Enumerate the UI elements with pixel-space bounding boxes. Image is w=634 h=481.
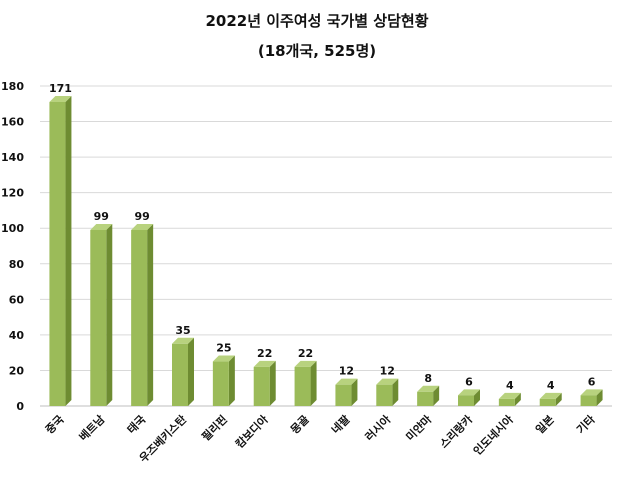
data-label: 4 (506, 379, 514, 392)
bar (580, 395, 597, 406)
y-tick-label: 60 (9, 293, 25, 306)
bar-side (514, 392, 521, 406)
y-tick-label: 120 (1, 187, 24, 200)
data-label: 35 (175, 324, 190, 337)
y-tick-label: 100 (1, 222, 24, 235)
bar-side (269, 360, 276, 406)
bar-top (539, 392, 562, 399)
bar-side (106, 224, 113, 406)
bar-top (335, 378, 358, 385)
bar (49, 102, 66, 406)
bar (498, 398, 515, 406)
bar (212, 361, 229, 406)
bar-top (376, 378, 399, 385)
bar (294, 366, 311, 406)
bar (335, 384, 352, 406)
bar-side (228, 355, 235, 406)
data-label: 99 (94, 210, 109, 223)
x-tick-label: 러시아 (362, 412, 394, 444)
data-label: 4 (547, 379, 555, 392)
data-label: 6 (465, 375, 473, 388)
x-tick-label: 스리랑카 (437, 412, 476, 451)
x-tick-label: 인도네시아 (470, 412, 516, 458)
bar-top (131, 224, 154, 230)
data-label: 171 (49, 82, 72, 95)
x-tick-label: 필리핀 (199, 412, 230, 443)
bar-top (172, 337, 194, 344)
y-tick-label: 40 (9, 329, 25, 342)
bar-side (596, 389, 603, 406)
bar-top (458, 389, 480, 396)
y-tick-label: 140 (1, 151, 24, 164)
bar-side (392, 378, 399, 406)
y-tick-label: 160 (1, 116, 24, 129)
y-tick-label: 80 (9, 258, 25, 271)
x-tick-label: 일본 (533, 412, 557, 436)
bar-side (147, 224, 154, 406)
x-tick-label: 캄보디아 (232, 412, 271, 451)
bar (90, 230, 107, 406)
y-tick-label: 0 (16, 400, 24, 413)
bar-side (555, 392, 562, 406)
bar (539, 398, 556, 406)
bar-top (498, 392, 521, 399)
chart-subtitle: (18개국, 525명) (257, 42, 377, 60)
y-tick-label: 180 (1, 80, 24, 93)
bar (172, 343, 188, 406)
bar-side (310, 360, 317, 406)
bar-side (433, 385, 440, 406)
x-tick-label: 태국 (124, 412, 148, 436)
x-tick-label: 베트남 (76, 412, 107, 443)
x-tick-label: 중국 (43, 413, 67, 437)
data-label: 99 (134, 210, 149, 223)
bar-top (294, 360, 317, 367)
bar-side (65, 96, 72, 406)
bar-side (351, 378, 358, 406)
data-label: 22 (298, 347, 313, 360)
data-label: 12 (380, 365, 395, 378)
chart-title: 2022년 이주여성 국가별 상담현황 (205, 12, 429, 30)
data-label: 22 (257, 347, 272, 360)
x-tick-label: 미얀마 (403, 412, 435, 444)
bar (253, 366, 270, 406)
bar-top (580, 389, 603, 396)
x-tick-label: 몽골 (288, 413, 312, 437)
x-tick-label: 기타 (573, 412, 598, 437)
data-label: 25 (216, 342, 231, 355)
bar-top (90, 224, 113, 230)
x-tick-label: 네팔 (328, 412, 352, 436)
bar-top (253, 360, 276, 367)
bar (458, 395, 474, 406)
bar-top (212, 355, 235, 362)
bar-side (188, 337, 194, 406)
bar (417, 391, 434, 406)
bar (131, 230, 148, 406)
bar-top (49, 96, 72, 102)
bar-top (417, 385, 440, 392)
bar (376, 384, 393, 406)
data-label: 12 (339, 365, 354, 378)
bar-side (474, 389, 480, 406)
data-label: 6 (588, 375, 596, 388)
data-label: 8 (424, 372, 432, 385)
y-tick-label: 20 (9, 364, 25, 377)
